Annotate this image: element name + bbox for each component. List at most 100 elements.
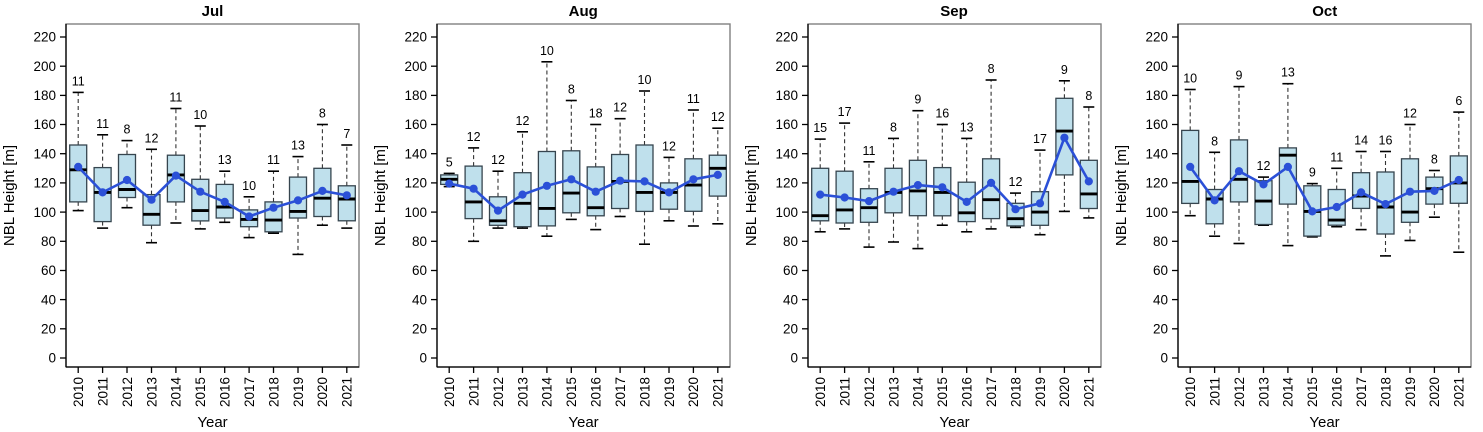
- count-label: 13: [959, 120, 973, 134]
- mean-point: [615, 176, 624, 185]
- mean-point: [98, 188, 107, 197]
- boxplot-group-2020: 11: [683, 92, 703, 227]
- boxplot-group-2020: 8: [1425, 153, 1444, 218]
- boxplot-panel-sep: Sep 0 20 40 60 80 100 120 140 160 180 200 220 NBL He…: [742, 0, 1113, 432]
- x-tick-label: 2016: [588, 377, 603, 407]
- y-tick-label: 140: [1146, 146, 1169, 161]
- mean-point: [245, 212, 254, 221]
- count-label: 12: [1008, 175, 1022, 189]
- mean-point: [1430, 186, 1439, 195]
- boxplot-group-2020: 8: [313, 107, 332, 226]
- boxplot-group-2011: 11: [93, 117, 112, 229]
- y-axis-label: NBL Height [m]: [1113, 145, 1130, 246]
- mean-point: [196, 187, 205, 196]
- count-label: 12: [662, 139, 676, 153]
- mean-point: [342, 191, 351, 200]
- x-tick-label: 2018: [1379, 377, 1394, 407]
- mean-point: [937, 183, 946, 192]
- mean-point: [542, 181, 551, 190]
- x-tick-label: 2016: [959, 377, 974, 407]
- x-tick-label: 2019: [1403, 377, 1418, 407]
- y-tick-label: 100: [1146, 205, 1169, 220]
- iqr-box: [337, 185, 356, 222]
- count-label: 8: [568, 83, 575, 97]
- boxplot-group-2019: 12: [1401, 107, 1420, 242]
- mean-point: [1186, 162, 1195, 171]
- boxplot-group-2012: 12: [488, 153, 507, 229]
- boxplot-group-2016: 18: [586, 107, 605, 231]
- mean-point: [1381, 200, 1390, 209]
- y-tick-label: 160: [1146, 117, 1169, 132]
- x-tick-label: 2021: [710, 377, 725, 407]
- boxplot-group-2014: 10: [537, 44, 556, 237]
- y-tick-label: 120: [404, 176, 427, 191]
- count-label: 12: [1403, 107, 1417, 121]
- y-tick-label: 120: [775, 176, 798, 191]
- x-tick-label: 2014: [910, 377, 925, 408]
- count-label: 9: [1060, 63, 1067, 77]
- y-tick-label: 80: [412, 234, 427, 249]
- count-label: 11: [72, 74, 85, 88]
- mean-point: [1332, 202, 1342, 212]
- mean-point: [888, 187, 898, 196]
- boxplot-group-2017: 8: [981, 62, 1000, 230]
- x-tick-label: 2014: [169, 377, 184, 408]
- count-label: 6: [1456, 94, 1463, 108]
- y-tick-label: 220: [1146, 30, 1169, 45]
- mean-point: [1284, 162, 1293, 171]
- x-tick-label: 2014: [1281, 377, 1296, 408]
- boxplot-group-2016: 11: [1327, 150, 1347, 228]
- x-tick-label: 2017: [613, 377, 628, 407]
- boxplot-group-2018: 16: [1376, 134, 1395, 257]
- x-tick-label: 2016: [218, 377, 233, 407]
- count-label: 8: [1211, 134, 1218, 148]
- count-label: 11: [862, 144, 875, 158]
- mean-point: [840, 193, 849, 202]
- y-axis-label: NBL Height [m]: [1, 145, 18, 246]
- count-label: 8: [124, 123, 131, 137]
- y-tick-label: 220: [33, 30, 56, 45]
- iqr-box: [191, 178, 210, 222]
- x-tick-label: 2020: [1427, 377, 1442, 407]
- mean-point: [74, 162, 83, 171]
- y-tick-label: 180: [775, 88, 798, 103]
- mean-point: [493, 206, 502, 215]
- mean-point: [269, 203, 278, 212]
- boxplot-group-2018: 12: [1005, 175, 1025, 229]
- count-label: 13: [218, 153, 232, 167]
- count-label: 12: [613, 101, 627, 115]
- boxplot-group-2015: 10: [191, 108, 210, 230]
- panel-title: Aug: [568, 3, 598, 20]
- mean-point: [591, 187, 600, 196]
- x-tick-label: 2018: [637, 377, 652, 407]
- count-label: 11: [1330, 150, 1343, 164]
- y-tick-label: 60: [412, 263, 427, 278]
- count-label: 16: [1379, 134, 1393, 148]
- mean-point: [864, 197, 873, 206]
- count-label: 17: [1033, 132, 1047, 146]
- boxplot-svg: 0 20 40 60 80 100 120 140 160 180 200 220 NBL Height…: [1113, 23, 1472, 431]
- y-tick-label: 20: [412, 322, 427, 337]
- x-tick-label: 2014: [539, 377, 554, 408]
- count-label: 12: [515, 114, 529, 128]
- y-tick-label: 160: [33, 117, 56, 132]
- boxplot-panel-aug: Aug 0 20 40 60 80 100 120 140 160 180 200 220 NBL He…: [371, 0, 742, 432]
- mean-line: [77, 166, 348, 218]
- count-label: 11: [687, 92, 700, 106]
- x-tick-label: 2015: [935, 377, 950, 407]
- y-tick-label: 80: [1153, 234, 1168, 249]
- count-label: 15: [813, 121, 827, 135]
- count-label: 13: [291, 139, 305, 153]
- iqr-box: [69, 144, 88, 203]
- y-tick-label: 160: [404, 117, 427, 132]
- count-label: 10: [193, 108, 207, 122]
- y-tick-label: 80: [41, 234, 56, 249]
- count-label: 8: [1431, 153, 1438, 167]
- x-tick-label: 2017: [1354, 377, 1369, 407]
- boxplot-group-2010: 10: [1181, 72, 1200, 217]
- x-tick-label: 2012: [120, 377, 135, 407]
- x-axis-label: Year: [568, 414, 598, 431]
- boxplot-group-2011: 8: [1205, 134, 1224, 237]
- x-tick-label: 2010: [813, 377, 828, 407]
